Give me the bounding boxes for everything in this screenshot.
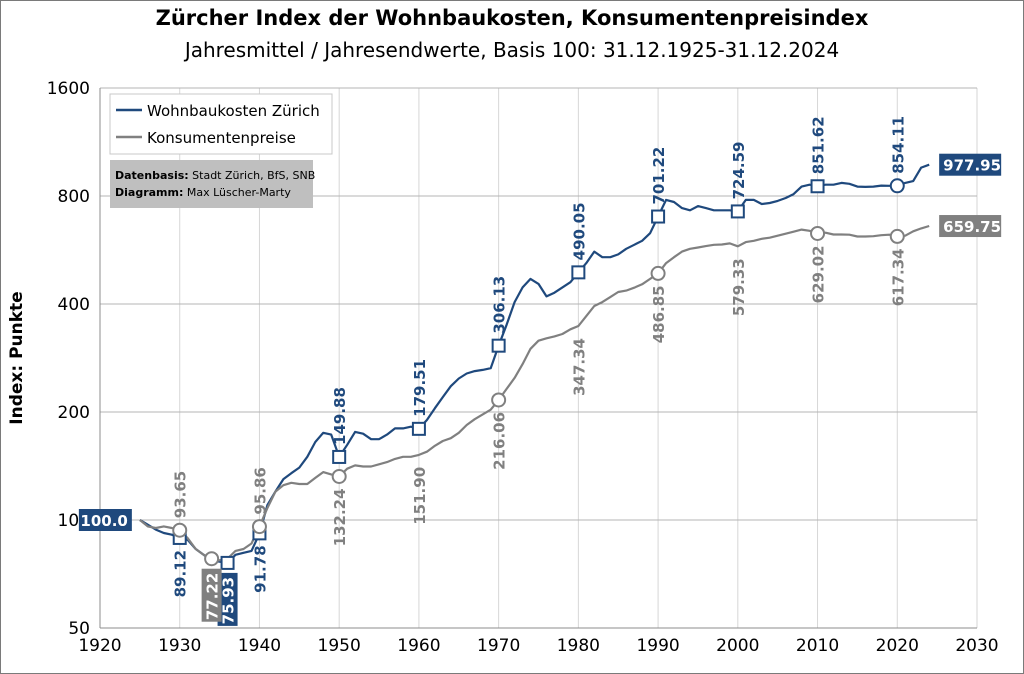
data-label: 95.86: [251, 467, 269, 514]
x-tick-label: 1970: [477, 636, 520, 656]
data-point-circle: [204, 551, 220, 567]
data-point-square: [220, 555, 235, 570]
x-tick-label: 1950: [318, 636, 361, 656]
data-point-circle: [650, 265, 666, 281]
data-label: 579.33: [730, 258, 748, 316]
y-tick-label: 200: [58, 403, 90, 423]
data-label: 659.75: [943, 218, 1001, 236]
x-tick-label: 1920: [78, 636, 121, 656]
data-label: 91.78: [251, 545, 269, 592]
data-point-circle: [491, 392, 507, 408]
data-label: 977.95: [943, 157, 1001, 175]
info-line-author: Diagramm: Max Lüscher-Marty: [115, 186, 291, 199]
data-point-circle: [889, 178, 905, 194]
y-tick-label: 50: [68, 619, 90, 639]
data-point-circle: [331, 468, 347, 484]
x-tick-label: 1990: [636, 636, 679, 656]
data-label: 77.22: [204, 573, 222, 620]
data-label: 486.85: [650, 285, 668, 343]
x-tick-label: 2000: [716, 636, 759, 656]
chart-title: Zürcher Index der Wohnbaukosten, Konsume…: [155, 6, 869, 30]
data-label: 490.05: [570, 202, 588, 260]
y-tick-label: 400: [58, 295, 90, 315]
data-point-circle: [172, 522, 188, 538]
data-label: 216.06: [491, 412, 509, 470]
data-label: 132.24: [331, 488, 349, 546]
data-point-square: [810, 179, 825, 194]
data-label: 75.93: [220, 577, 238, 624]
x-tick-label: 1960: [397, 636, 440, 656]
x-tick-label: 2010: [796, 636, 839, 656]
data-label: 151.90: [411, 467, 429, 525]
data-point-square: [491, 338, 506, 353]
y-axis-label: Index: Punkte: [7, 291, 27, 424]
data-label: 89.12: [172, 550, 190, 597]
data-point-circle: [810, 225, 826, 241]
data-label: 701.22: [650, 147, 668, 205]
data-point-square: [730, 204, 745, 219]
data-label-box: [939, 215, 1002, 238]
y-tick-label: 1600: [47, 79, 90, 99]
data-point-square: [651, 209, 666, 224]
info-box: [110, 160, 313, 208]
data-label-box: [939, 153, 1002, 176]
info-line-source: Datenbasis: Stadt Zürich, BfS, SNB: [115, 169, 315, 182]
data-label: 149.88: [331, 387, 349, 445]
x-tick-label: 1980: [557, 636, 600, 656]
data-label: 93.65: [172, 471, 190, 518]
x-tick-label: 1930: [158, 636, 201, 656]
data-point-circle: [889, 228, 905, 244]
y-tick-label: 800: [58, 187, 90, 207]
x-tick-label: 1940: [238, 636, 281, 656]
legend-label: Wohnbaukosten Zürich: [147, 102, 320, 120]
data-label: 854.11: [889, 116, 907, 174]
legend-box: [109, 93, 333, 155]
data-label: 347.34: [570, 338, 588, 396]
data-label-box: [217, 572, 238, 626]
legend-label: Konsumentenpreise: [147, 129, 296, 147]
data-label-box: [78, 509, 132, 531]
data-label-box: [201, 568, 222, 622]
data-label: 851.62: [810, 116, 828, 174]
x-tick-label: 2020: [876, 636, 919, 656]
data-label: 724.59: [730, 142, 748, 200]
data-label: 100.0: [80, 512, 127, 530]
data-point-square: [411, 421, 426, 436]
data-point-square: [571, 265, 586, 280]
data-point-circle: [251, 519, 267, 535]
chart-subtitle: Jahresmittel / Jahresendwerte, Basis 100…: [184, 38, 840, 62]
data-label: 617.34: [889, 248, 907, 306]
x-tick-label: 2030: [955, 636, 998, 656]
series-line-konsumentenpreise: [139, 224, 930, 562]
data-label: 629.02: [810, 245, 828, 303]
data-label: 306.13: [491, 276, 509, 334]
data-label: 179.51: [411, 359, 429, 417]
data-point-square: [332, 449, 347, 464]
